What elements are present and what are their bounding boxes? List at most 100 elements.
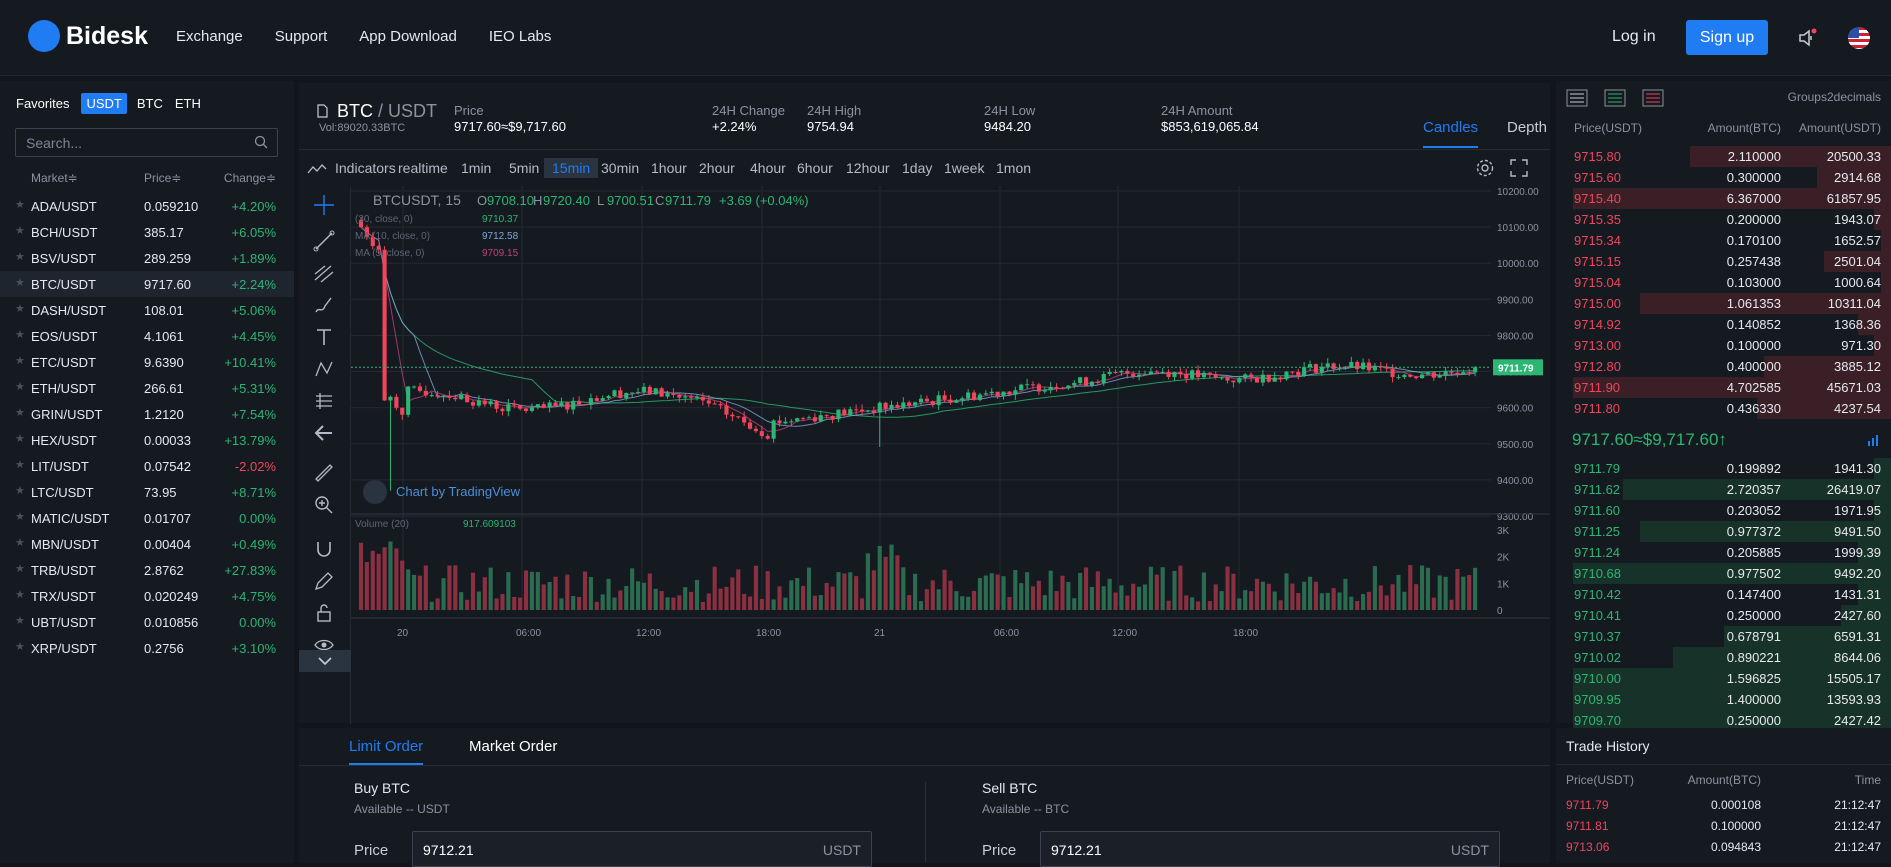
star-icon[interactable]: ★ xyxy=(15,590,26,601)
tab-market-order[interactable]: Market Order xyxy=(469,738,557,755)
tab-candles[interactable]: Candles xyxy=(1423,119,1478,148)
trend-line-icon[interactable] xyxy=(313,230,335,252)
lock-icon[interactable] xyxy=(313,602,335,624)
star-icon[interactable]: ★ xyxy=(15,564,26,575)
star-icon[interactable]: ★ xyxy=(15,486,26,497)
interval-15min[interactable]: 15min xyxy=(544,158,598,178)
tab-eth[interactable]: ETH xyxy=(175,96,201,111)
groups-dropdown[interactable]: Groups2decimals xyxy=(1788,90,1881,104)
interval-1min[interactable]: 1min xyxy=(461,160,491,176)
buy-price-field[interactable]: 9712.21 USDT xyxy=(412,831,872,867)
brand-logo[interactable]: Bidesk xyxy=(28,20,148,52)
interval-1week[interactable]: 1week xyxy=(944,160,984,176)
star-icon[interactable]: ★ xyxy=(15,616,26,627)
star-icon[interactable]: ★ xyxy=(15,460,26,471)
price-chart[interactable]: 10200.0010100.0010000.009900.009800.0097… xyxy=(351,186,1550,724)
search-icon[interactable] xyxy=(254,135,268,149)
book-both-icon[interactable] xyxy=(1566,89,1588,107)
magnet-icon[interactable] xyxy=(313,538,335,560)
tab-usdt[interactable]: USDT xyxy=(81,93,126,114)
tab-depth[interactable]: Depth xyxy=(1507,119,1547,136)
star-icon[interactable]: ★ xyxy=(15,304,26,315)
nav-ieo-labs[interactable]: IEO Labs xyxy=(489,28,552,45)
star-icon[interactable]: ★ xyxy=(15,226,26,237)
toolbar-collapse[interactable] xyxy=(299,650,351,672)
ruler-icon[interactable] xyxy=(313,462,335,484)
text-tool-icon[interactable] xyxy=(313,326,335,348)
star-icon[interactable]: ★ xyxy=(15,434,26,445)
us-flag-icon[interactable] xyxy=(1848,27,1870,49)
star-icon[interactable]: ★ xyxy=(15,252,26,263)
star-icon[interactable]: ★ xyxy=(15,642,26,653)
book-bids-icon[interactable] xyxy=(1604,89,1626,107)
measure-icon[interactable] xyxy=(313,390,335,412)
interval-1hour[interactable]: 1hour xyxy=(651,160,687,176)
fib-icon[interactable] xyxy=(313,262,335,284)
interval-1mon[interactable]: 1mon xyxy=(996,160,1031,176)
interval-realtime[interactable]: realtime xyxy=(398,160,448,176)
interval-5min[interactable]: 5min xyxy=(509,160,539,176)
interval-4hour[interactable]: 4hour xyxy=(750,160,786,176)
tab-limit-order[interactable]: Limit Order xyxy=(349,738,423,765)
indicators-icon[interactable] xyxy=(307,163,327,175)
buy-price-value[interactable]: 9712.21 xyxy=(423,842,474,858)
star-icon[interactable]: ★ xyxy=(15,278,26,289)
search-input[interactable] xyxy=(16,129,236,156)
arrow-left-icon[interactable] xyxy=(313,422,335,444)
star-icon[interactable]: ★ xyxy=(15,538,26,549)
nav-exchange[interactable]: Exchange xyxy=(176,28,243,45)
crosshair-icon[interactable] xyxy=(313,194,335,216)
pencil-lock-icon[interactable] xyxy=(313,570,335,592)
pattern-icon[interactable] xyxy=(313,358,335,380)
brush-icon[interactable] xyxy=(313,294,335,316)
gear-icon[interactable] xyxy=(1475,158,1495,178)
signup-button[interactable]: Sign up xyxy=(1686,20,1768,55)
fullscreen-icon[interactable] xyxy=(1510,159,1528,177)
sell-price-value[interactable]: 9712.21 xyxy=(1051,842,1102,858)
bar-chart-icon[interactable] xyxy=(1867,433,1881,447)
nav-support[interactable]: Support xyxy=(275,28,328,45)
col-price[interactable]: Price≑ xyxy=(144,171,181,185)
zoom-in-icon[interactable] xyxy=(313,494,335,516)
tab-favorites[interactable]: Favorites xyxy=(16,96,69,111)
star-icon[interactable]: ★ xyxy=(15,330,26,341)
star-icon[interactable]: ★ xyxy=(15,408,26,419)
book-asks-icon[interactable] xyxy=(1642,89,1664,107)
tradingview-watermark[interactable]: Chart by TradingView xyxy=(396,484,521,499)
nav-app-download[interactable]: App Download xyxy=(359,28,457,45)
